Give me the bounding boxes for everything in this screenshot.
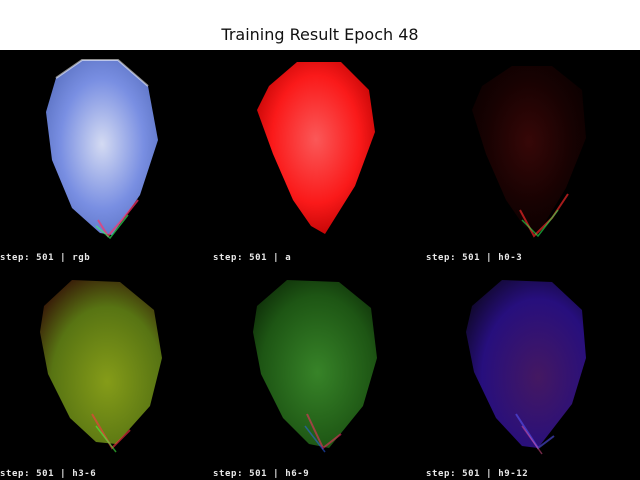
panel-a: step: 501 | a	[213, 50, 426, 264]
panel-caption: step: 501 | h3-6	[0, 469, 97, 479]
panel-caption: step: 501 | rgb	[0, 253, 91, 263]
panel-caption: step: 501 | h9-12	[426, 469, 529, 479]
panel-caption: step: 501 | h6-9	[213, 469, 310, 479]
panel-caption: step: 501 | a	[213, 253, 292, 263]
figure-title: Training Result Epoch 48	[221, 25, 419, 44]
panel-h0-3: step: 501 | h0-3	[426, 50, 639, 264]
panel-h3-6-image	[40, 280, 162, 453]
panel-h6-9: step: 501 | h6-9	[213, 266, 426, 480]
panel-h6-9-image	[253, 280, 377, 453]
panel-a-image	[257, 62, 375, 234]
panel-caption: step: 501 | h0-3	[426, 253, 523, 263]
panel-h9-12-image	[466, 280, 586, 455]
panel-h9-12: step: 501 | h9-12	[426, 266, 639, 480]
panel-h0-3-image	[472, 66, 586, 238]
image-grid: step: 501 | rgb step: 501 | a	[0, 50, 640, 480]
panel-h3-6: step: 501 | h3-6	[0, 266, 213, 480]
panel-rgb-image	[46, 59, 158, 240]
panel-rgb: step: 501 | rgb	[0, 50, 213, 264]
